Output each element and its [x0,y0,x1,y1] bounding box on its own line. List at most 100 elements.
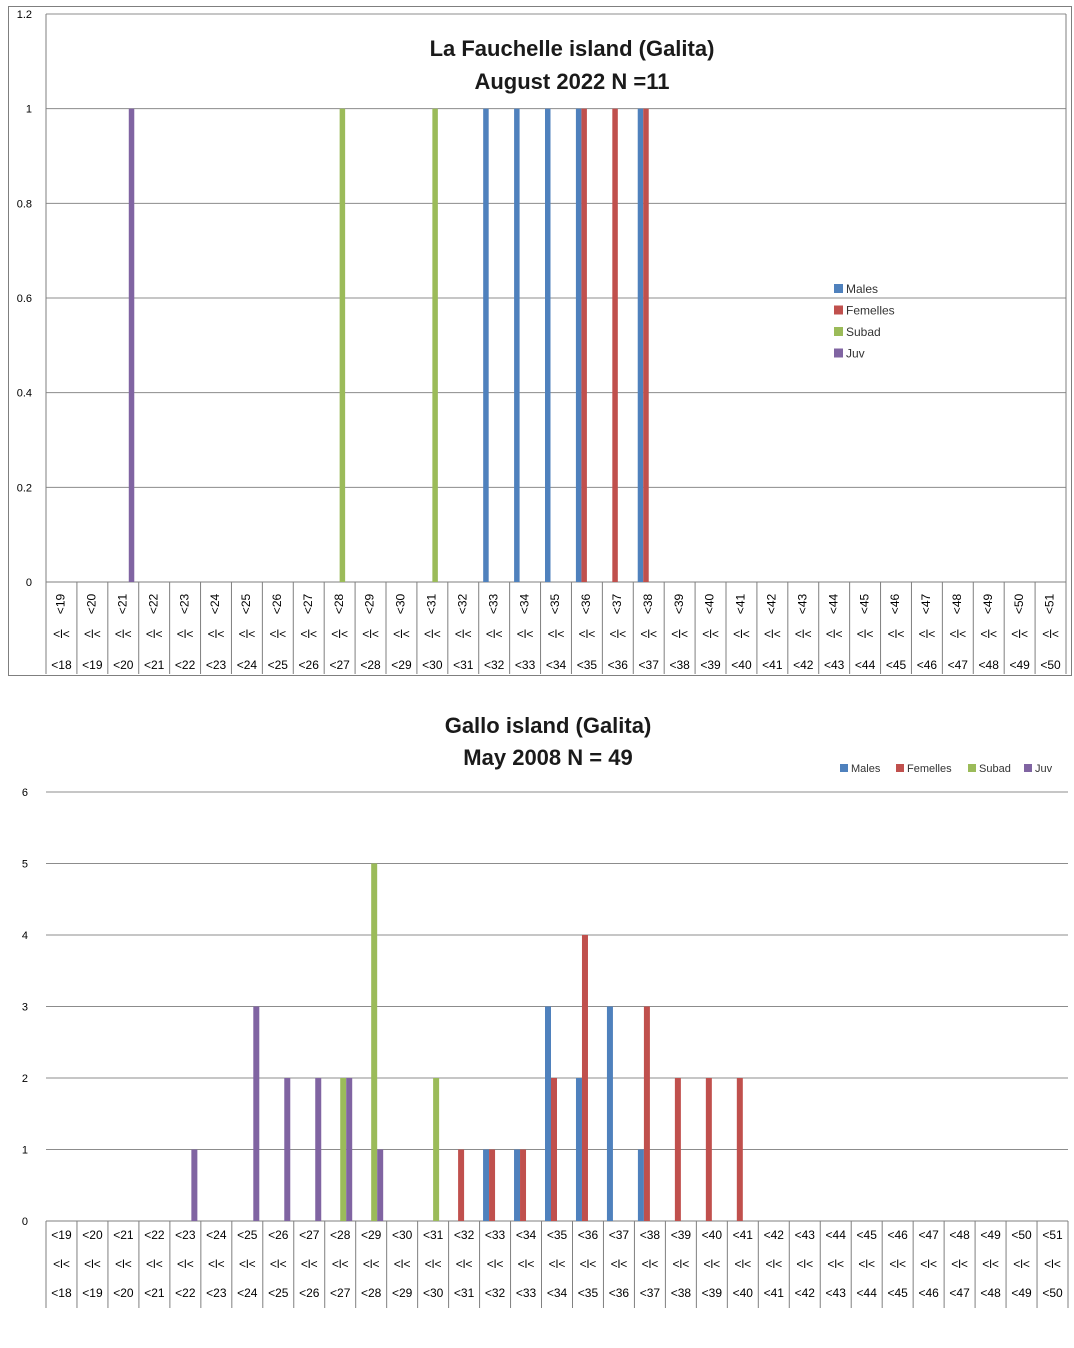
x-tick-upper-label: <28 [330,1228,351,1242]
x-tick-middle-label: <l< [640,627,657,641]
chart-fauchelle: 0 0.2 0.4 0.6 0.8 1 1.2 <19 <l< <18 <20 <l< <19 <21 <l… [8,6,1072,676]
x-tick-middle-label: <l< [53,1257,70,1271]
chart-title: La Fauchelle island (Galita) [430,36,715,61]
x-tick-middle-label: <l< [363,1257,380,1271]
x-tick-upper-label: <23 [175,1228,196,1242]
x-tick-upper-label: <20 [85,593,99,614]
bar-juv [346,1078,353,1221]
x-tick-lower-label: <41 [764,1286,785,1300]
bar-femelles [705,1078,712,1221]
x-tick-lower-label: <32 [484,658,505,672]
x-tick-middle-label: <l< [920,1257,937,1271]
x-tick-middle-label: <l< [84,627,101,641]
x-tick-upper-label: <38 [641,593,655,614]
x-tick-middle-label: <l< [456,1257,473,1271]
x-tick-lower-label: <22 [175,1286,196,1300]
y-tick-label: 0.8 [17,198,32,210]
x-tick-middle-label: <l< [53,627,70,641]
x-tick-lower-label: <42 [795,1286,816,1300]
x-tick-upper-label: <34 [517,593,531,614]
x-tick-lower-label: <24 [237,1286,258,1300]
x-tick-middle-label: <l< [455,627,472,641]
x-tick-lower-label: <33 [516,1286,537,1300]
x-tick-lower-label: <25 [268,658,289,672]
bar-femelles [581,935,588,1221]
x-tick-middle-label: <l< [642,1257,659,1271]
x-tick-upper-label: <32 [455,593,469,614]
x-tick-middle-label: <l< [301,1257,318,1271]
legend-label-subad: Subad [979,763,1011,775]
x-tick-lower-label: <40 [731,658,752,672]
x-tick-middle-label: <l< [951,1257,968,1271]
x-tick-middle-label: <l< [858,1257,875,1271]
bar-juv [315,1078,322,1221]
x-tick-lower-label: <35 [578,1286,599,1300]
x-tick-upper-label: <48 [949,1228,970,1242]
x-tick-middle-label: <l< [362,627,379,641]
x-tick-middle-label: <l< [733,627,750,641]
x-tick-upper-label: <49 [981,593,995,614]
x-tick-middle-label: <l< [1013,1257,1030,1271]
bar-femelles [458,1149,465,1221]
bar-subad [339,108,346,583]
x-tick-upper-label: <37 [610,593,624,614]
bar-males [545,1006,551,1221]
x-tick-upper-label: <30 [394,593,408,614]
x-tick-upper-label: <50 [1011,1228,1032,1242]
y-tick-label: 0.2 [17,482,32,494]
x-tick-lower-label: <47 [949,1286,970,1300]
x-tick-middle-label: <l< [177,627,194,641]
legend-swatch-juv [1024,764,1032,772]
x-tick-upper-label: <45 [857,1228,878,1242]
x-tick-lower-label: <37 [639,658,660,672]
legend-label-juv: Juv [846,347,865,361]
bar-males [545,108,551,583]
x-tick-upper-label: <43 [795,1228,816,1242]
x-tick-lower-label: <27 [330,1286,351,1300]
chart-subtitle: May 2008 N = 49 [463,745,632,770]
legend-swatch-femelles [834,305,843,315]
x-tick-lower-label: <30 [422,658,443,672]
x-tick-middle-label: <l< [949,627,966,641]
x-tick-lower-label: <32 [485,1286,506,1300]
legend-swatch-subad [968,764,976,772]
x-tick-upper-label: <23 [177,593,191,614]
x-tick-lower-label: <28 [361,1286,382,1300]
x-tick-upper-label: <46 [888,593,902,614]
x-tick-upper-label: <31 [423,1228,444,1242]
x-tick-lower-label: <35 [577,658,598,672]
x-tick-middle-label: <l< [239,627,256,641]
x-tick-lower-label: <33 [515,658,536,672]
x-tick-middle-label: <l< [300,627,317,641]
x-tick-lower-label: <21 [144,658,165,672]
x-tick-middle-label: <l< [579,627,596,641]
x-tick-middle-label: <l< [208,1257,225,1271]
x-tick-upper-label: <35 [548,593,562,614]
x-tick-middle-label: <l< [888,627,905,641]
x-tick-middle-label: <l< [734,1257,751,1271]
bar-juv [253,1006,260,1221]
x-tick-upper-label: <33 [485,1228,506,1242]
x-tick-middle-label: <l< [487,1257,504,1271]
x-tick-upper-label: <37 [609,1228,630,1242]
x-tick-upper-label: <38 [640,1228,661,1242]
x-tick-middle-label: <l< [84,1257,101,1271]
x-tick-upper-label: <25 [237,1228,258,1242]
bar-femelles [581,108,587,583]
x-tick-middle-label: <l< [208,627,225,641]
legend: Males Femelles Subad Juv [840,763,1053,775]
x-tick-middle-label: <l< [889,1257,906,1271]
x-tick-lower-label: <20 [113,658,134,672]
x-tick-lower-label: <44 [855,658,876,672]
x-tick-lower-label: <34 [547,1286,568,1300]
x-tick-upper-label: <47 [919,593,933,614]
legend: Males Femelles Subad Juv [834,282,895,361]
x-tick-lower-label: <23 [206,1286,227,1300]
x-tick-middle-label: <l< [826,627,843,641]
x-tick-lower-label: <38 [671,1286,692,1300]
x-tick-middle-label: <l< [393,627,410,641]
x-tick-lower-label: <19 [82,1286,103,1300]
x-tick-lower-label: <28 [360,658,381,672]
bar-femelles [643,108,649,583]
x-tick-lower-label: <36 [608,658,629,672]
